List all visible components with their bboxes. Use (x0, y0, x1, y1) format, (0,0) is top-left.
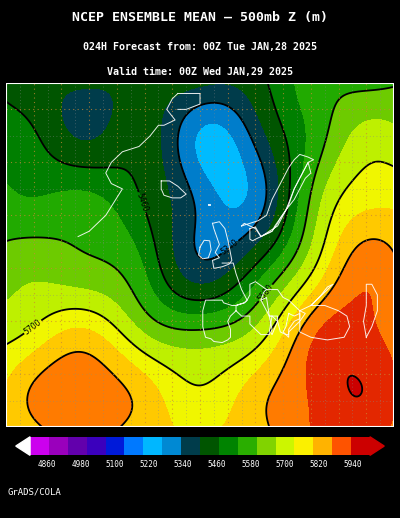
Bar (30, 437, 49, 455)
Bar (162, 437, 181, 455)
Text: 4980: 4980 (72, 461, 90, 469)
Bar (49, 437, 68, 455)
Text: 5340: 5340 (220, 238, 240, 257)
Bar (313, 437, 332, 455)
Text: NCEP ENSEMBLE MEAN – 500mb Z (m): NCEP ENSEMBLE MEAN – 500mb Z (m) (72, 11, 328, 24)
Text: 5100: 5100 (106, 461, 124, 469)
Text: 5460: 5460 (208, 461, 226, 469)
Bar (87, 437, 106, 455)
Text: 5940: 5940 (344, 461, 362, 469)
Bar (181, 437, 200, 455)
Bar (124, 437, 143, 455)
Text: Valid time: 00Z Wed JAN,29 2025: Valid time: 00Z Wed JAN,29 2025 (107, 67, 293, 77)
Bar (332, 437, 351, 455)
Bar (276, 437, 294, 455)
Text: 5580: 5580 (242, 461, 260, 469)
Bar (219, 437, 238, 455)
Bar (257, 437, 276, 455)
Text: 4860: 4860 (38, 461, 56, 469)
Bar (143, 437, 162, 455)
Text: 5580: 5580 (256, 282, 275, 303)
Bar (6, 83, 394, 427)
Bar (238, 437, 257, 455)
Polygon shape (370, 437, 384, 455)
Bar (106, 437, 124, 455)
Text: GrADS/COLA: GrADS/COLA (8, 488, 62, 497)
Text: 5460: 5460 (135, 192, 150, 213)
Text: 5820: 5820 (310, 461, 328, 469)
Text: 5700: 5700 (276, 461, 294, 469)
Polygon shape (16, 437, 30, 455)
Text: 5220: 5220 (140, 461, 158, 469)
Bar (294, 437, 313, 455)
Text: 5340: 5340 (174, 461, 192, 469)
Text: 5700: 5700 (22, 318, 43, 336)
Bar (68, 437, 87, 455)
Bar (351, 437, 370, 455)
Bar (200, 437, 219, 455)
Text: 024H Forecast from: 00Z Tue JAN,28 2025: 024H Forecast from: 00Z Tue JAN,28 2025 (83, 41, 317, 52)
